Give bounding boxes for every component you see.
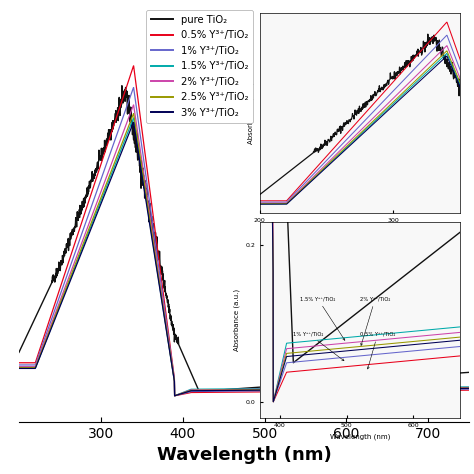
0.5% Y³⁺/TiO₂	[454, 387, 459, 393]
pure TiO₂	[224, 387, 229, 392]
3% Y³⁺/TiO₂	[466, 385, 472, 391]
pure TiO₂	[454, 370, 459, 376]
3% Y³⁺/TiO₂	[454, 386, 459, 392]
2% Y³⁺/TiO₂	[236, 387, 241, 392]
0.5% Y³⁺/TiO₂	[224, 389, 229, 395]
1% Y³⁺/TiO₂	[466, 386, 472, 392]
1% Y³⁺/TiO₂	[172, 393, 177, 399]
pure TiO₂	[371, 376, 377, 382]
2.5% Y³⁺/TiO₂	[224, 387, 229, 393]
3% Y³⁺/TiO₂	[39, 349, 45, 355]
Line: 0.5% Y³⁺/TiO₂: 0.5% Y³⁺/TiO₂	[19, 66, 469, 396]
Line: 3% Y³⁺/TiO₂: 3% Y³⁺/TiO₂	[19, 122, 469, 396]
2.5% Y³⁺/TiO₂	[131, 111, 137, 117]
2% Y³⁺/TiO₂	[466, 385, 472, 391]
1.5% Y³⁺/TiO₂	[39, 348, 45, 354]
pure TiO₂	[39, 301, 45, 306]
2.5% Y³⁺/TiO₂	[454, 385, 459, 391]
Line: 2% Y³⁺/TiO₂: 2% Y³⁺/TiO₂	[19, 105, 469, 396]
2% Y³⁺/TiO₂	[131, 102, 137, 108]
1% Y³⁺/TiO₂	[224, 388, 229, 394]
0.5% Y³⁺/TiO₂	[172, 393, 177, 399]
2% Y³⁺/TiO₂	[454, 385, 459, 391]
pure TiO₂	[119, 83, 125, 89]
2% Y³⁺/TiO₂	[16, 364, 22, 370]
1.5% Y³⁺/TiO₂	[16, 365, 22, 371]
3% Y³⁺/TiO₂	[454, 386, 459, 392]
3% Y³⁺/TiO₂	[224, 388, 229, 393]
Line: 1.5% Y³⁺/TiO₂: 1.5% Y³⁺/TiO₂	[19, 118, 469, 396]
2.5% Y³⁺/TiO₂	[16, 365, 22, 370]
1.5% Y³⁺/TiO₂	[466, 384, 472, 390]
2.5% Y³⁺/TiO₂	[236, 387, 241, 393]
2% Y³⁺/TiO₂	[224, 387, 229, 392]
X-axis label: Wavelength (nm): Wavelength (nm)	[157, 447, 331, 464]
0.5% Y³⁺/TiO₂	[39, 340, 45, 346]
pure TiO₂	[16, 349, 22, 355]
1% Y³⁺/TiO₂	[454, 386, 459, 392]
1% Y³⁺/TiO₂	[371, 387, 377, 393]
1.5% Y³⁺/TiO₂	[454, 384, 459, 390]
pure TiO₂	[236, 386, 241, 392]
pure TiO₂	[466, 370, 472, 375]
2% Y³⁺/TiO₂	[39, 346, 45, 352]
Line: 2.5% Y³⁺/TiO₂: 2.5% Y³⁺/TiO₂	[19, 114, 469, 396]
3% Y³⁺/TiO₂	[131, 119, 137, 125]
2.5% Y³⁺/TiO₂	[371, 386, 377, 392]
0.5% Y³⁺/TiO₂	[16, 360, 22, 365]
1.5% Y³⁺/TiO₂	[236, 386, 241, 392]
0.5% Y³⁺/TiO₂	[131, 63, 137, 69]
1.5% Y³⁺/TiO₂	[131, 115, 137, 121]
0.5% Y³⁺/TiO₂	[466, 387, 472, 393]
1.5% Y³⁺/TiO₂	[454, 384, 459, 390]
2.5% Y³⁺/TiO₂	[39, 347, 45, 353]
1% Y³⁺/TiO₂	[131, 85, 137, 91]
1% Y³⁺/TiO₂	[39, 344, 45, 349]
pure TiO₂	[454, 370, 459, 376]
1% Y³⁺/TiO₂	[236, 388, 241, 394]
Legend: pure TiO₂, 0.5% Y³⁺/TiO₂, 1% Y³⁺/TiO₂, 1.5% Y³⁺/TiO₂, 2% Y³⁺/TiO₂, 2.5% Y³⁺/TiO₂: pure TiO₂, 0.5% Y³⁺/TiO₂, 1% Y³⁺/TiO₂, 1…	[146, 10, 253, 123]
2.5% Y³⁺/TiO₂	[454, 385, 459, 391]
3% Y³⁺/TiO₂	[172, 393, 177, 399]
0.5% Y³⁺/TiO₂	[236, 389, 241, 395]
2.5% Y³⁺/TiO₂	[172, 393, 177, 399]
1.5% Y³⁺/TiO₂	[224, 386, 229, 392]
0.5% Y³⁺/TiO₂	[454, 387, 459, 393]
1.5% Y³⁺/TiO₂	[172, 393, 177, 399]
3% Y³⁺/TiO₂	[16, 365, 22, 371]
1% Y³⁺/TiO₂	[16, 362, 22, 368]
pure TiO₂	[196, 389, 202, 394]
Line: 1% Y³⁺/TiO₂: 1% Y³⁺/TiO₂	[19, 88, 469, 396]
1% Y³⁺/TiO₂	[454, 386, 459, 392]
Line: pure TiO₂: pure TiO₂	[19, 86, 469, 392]
2.5% Y³⁺/TiO₂	[466, 385, 472, 391]
3% Y³⁺/TiO₂	[371, 386, 377, 392]
0.5% Y³⁺/TiO₂	[371, 388, 377, 394]
3% Y³⁺/TiO₂	[236, 388, 241, 393]
2% Y³⁺/TiO₂	[172, 393, 177, 399]
1.5% Y³⁺/TiO₂	[371, 385, 377, 391]
2% Y³⁺/TiO₂	[371, 385, 377, 391]
2% Y³⁺/TiO₂	[454, 385, 459, 391]
